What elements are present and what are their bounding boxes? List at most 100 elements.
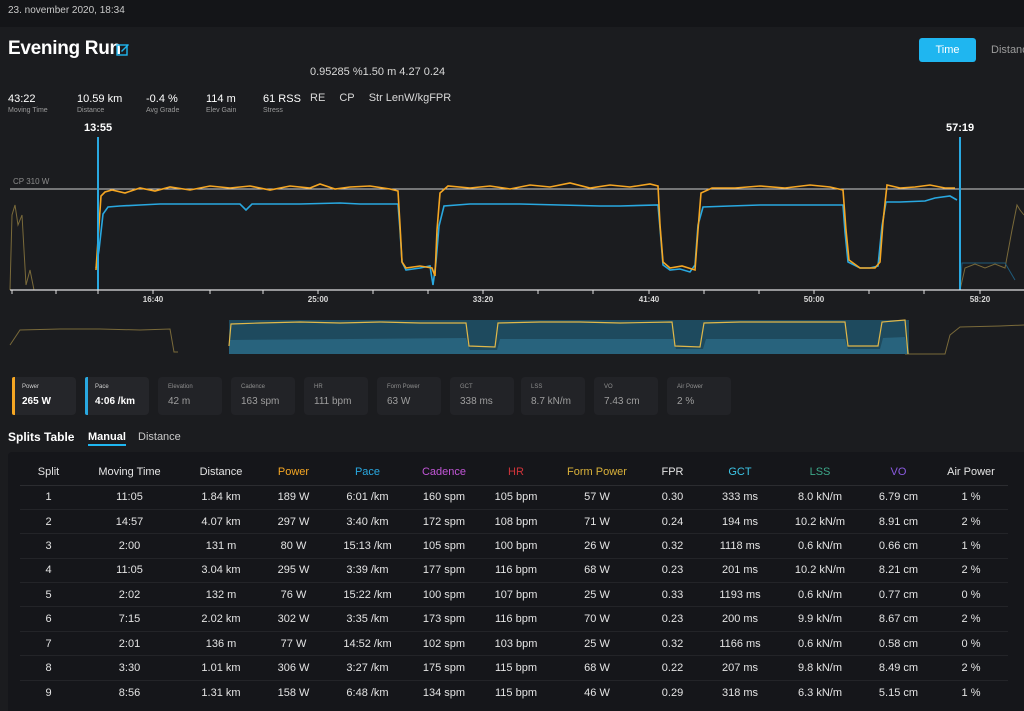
table-cell: 1	[20, 484, 77, 510]
tab-distance[interactable]: Distance	[138, 431, 181, 443]
x-tick-label: 33:20	[473, 295, 494, 304]
table-cell: 3:35 /km	[327, 606, 408, 632]
table-cell: 116 bpm	[480, 606, 552, 632]
table-body: 1 11:05 1.84 km 189 W 6:01 /km 160 spm 105 bpm…	[20, 484, 1008, 705]
x-tick-label: 58:20	[970, 295, 991, 304]
column-header[interactable]: Pace	[327, 460, 408, 486]
table-row[interactable]: 6 7:15 2.02 km 302 W 3:35 /km 173 spm 116 bpm 7…	[20, 606, 1008, 632]
table-cell: 15:22 /km	[327, 582, 408, 607]
table-row[interactable]: 7 2:01 136 m 77 W 14:52 /km 102 spm 103 bpm 25 …	[20, 630, 1008, 656]
table-cell: 71 W	[552, 508, 642, 534]
metric-color-bar	[12, 377, 15, 415]
metric-value: 163 spm	[241, 396, 280, 407]
readout-label-re: RE	[310, 92, 326, 104]
overview-pace-area	[229, 337, 909, 354]
table-cell: 14:52 /km	[327, 630, 408, 656]
metric-card-pace[interactable]: Pace 4:06 /km	[85, 377, 149, 415]
table-cell: 134 spm	[408, 679, 480, 705]
table-cell: 6.3 kN/m	[777, 679, 863, 705]
column-header[interactable]: LSS	[777, 460, 863, 486]
metric-card-hr[interactable]: HR 111 bpm	[304, 377, 368, 415]
table-row[interactable]: 9 8:56 1.31 km 158 W 6:48 /km 134 spm 115 bpm 4…	[20, 679, 1008, 705]
metric-card-cadence[interactable]: Cadence 163 spm	[231, 377, 295, 415]
table-cell: 318 ms	[703, 679, 777, 705]
column-header[interactable]: Split	[20, 460, 77, 486]
metric-card-air-power[interactable]: Air Power 2 %	[667, 377, 731, 415]
column-header[interactable]: VO	[863, 460, 934, 486]
metric-label: HR	[314, 384, 323, 390]
table-cell: 9	[20, 679, 77, 705]
metric-value: 338 ms	[460, 396, 493, 407]
table-cell: 1.84 km	[182, 484, 260, 510]
table-row[interactable]: 3 2:00 131 m 80 W 15:13 /km 105 spm 100 bpm 26 …	[20, 533, 1008, 559]
table-cell: 0 %	[934, 630, 1008, 656]
overview-trace-left	[9, 328, 178, 353]
table-cell: 2:02	[77, 582, 182, 607]
table-row[interactable]: 5 2:02 132 m 76 W 15:22 /km 100 spm 107 bpm 25 …	[20, 582, 1008, 607]
activity-date: 23. november 2020, 18:34	[8, 5, 125, 16]
table-row[interactable]: 8 3:30 1.01 km 306 W 3:27 /km 175 spm 115 bpm 6…	[20, 655, 1008, 681]
metric-card-gct[interactable]: GCT 338 ms	[450, 377, 514, 415]
column-header[interactable]: Form Power	[552, 460, 642, 486]
distance-axis-button[interactable]: Distance	[991, 44, 1024, 56]
column-header[interactable]: Air Power	[934, 460, 1008, 486]
column-header[interactable]: GCT	[703, 460, 777, 486]
metric-card-vo[interactable]: VO 7.43 cm	[594, 377, 658, 415]
table-cell: 2 %	[934, 606, 1008, 632]
table-cell: 189 W	[260, 484, 327, 510]
table-cell: 11:05	[77, 484, 182, 510]
column-header[interactable]: Distance	[182, 460, 260, 486]
activity-title: Evening Run	[8, 38, 121, 59]
table-cell: 9.8 kN/m	[777, 655, 863, 681]
overview-range-selector[interactable]	[0, 312, 1024, 362]
table-cell: 131 m	[182, 533, 260, 559]
cp-label: CP 310 W	[13, 177, 50, 186]
table-cell: 3:30	[77, 655, 182, 681]
table-cell: 6.79 cm	[863, 484, 934, 510]
metric-value: 2 %	[677, 396, 695, 407]
column-header[interactable]: HR	[480, 460, 552, 486]
column-header[interactable]: Moving Time	[77, 460, 182, 486]
metric-value: 265 W	[22, 396, 51, 407]
column-header[interactable]: FPR	[642, 460, 703, 486]
table-cell: 0.23	[642, 557, 703, 583]
readout-label-cp: CP	[339, 92, 355, 104]
table-cell: 0.23	[642, 606, 703, 632]
metric-card-form-power[interactable]: Form Power 63 W	[377, 377, 441, 415]
table-row[interactable]: 1 11:05 1.84 km 189 W 6:01 /km 160 spm 105 bpm…	[20, 484, 1008, 510]
table-cell: 5	[20, 582, 77, 607]
table-cell: 0.32	[642, 630, 703, 656]
table-cell: 103 bpm	[480, 630, 552, 656]
table-cell: 100 bpm	[480, 533, 552, 559]
table-cell: 0.58 cm	[863, 630, 934, 656]
metric-value: 4:06 /km	[95, 396, 136, 407]
metric-label: Air Power	[677, 384, 704, 390]
edit-icon[interactable]	[116, 42, 130, 56]
table-cell: 0 %	[934, 582, 1008, 607]
metric-card-elevation[interactable]: Elevation 42 m	[158, 377, 222, 415]
table-cell: 115 bpm	[480, 679, 552, 705]
column-header[interactable]: Cadence	[408, 460, 480, 486]
table-cell: 25 W	[552, 630, 642, 656]
table-cell: 201 ms	[703, 557, 777, 583]
metric-card-power[interactable]: Power 265 W	[12, 377, 76, 415]
table-row[interactable]: 4 11:05 3.04 km 295 W 3:39 /km 177 spm 116 bpm…	[20, 557, 1008, 583]
table-cell: 11:05	[77, 557, 182, 583]
table-cell: 2 %	[934, 655, 1008, 681]
column-header[interactable]: Power	[260, 460, 327, 486]
table-cell: 76 W	[260, 582, 327, 607]
tab-manual[interactable]: Manual	[88, 431, 126, 446]
range-start-time: 13:55	[84, 122, 113, 134]
table-cell: 1166 ms	[703, 630, 777, 656]
table-cell: 1 %	[934, 533, 1008, 559]
table-cell: 8.49 cm	[863, 655, 934, 681]
splits-table-title: Splits Table	[8, 430, 75, 444]
metric-card-lss[interactable]: LSS 8.7 kN/m	[521, 377, 585, 415]
cursor-readout-labels: RE CP Str LenW/kgFPR	[310, 92, 462, 104]
table-cell: 132 m	[182, 582, 260, 607]
power-pace-chart[interactable]: CP 310 W 16:40 25:00 33:20 41:40 50:00 5…	[0, 130, 1024, 310]
time-axis-button[interactable]: Time	[919, 38, 976, 62]
table-cell: 200 ms	[703, 606, 777, 632]
table-row[interactable]: 2 14:57 4.07 km 297 W 3:40 /km 172 spm 108 bpm…	[20, 508, 1008, 534]
splits-grid: Split Moving Time Distance Power Pace Cadence…	[20, 460, 1008, 705]
